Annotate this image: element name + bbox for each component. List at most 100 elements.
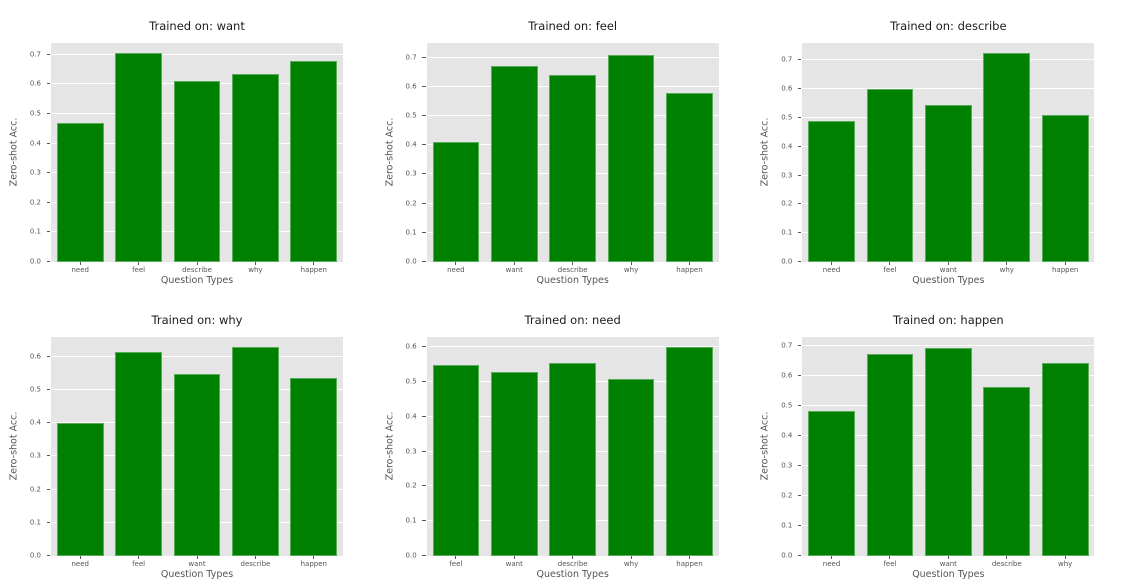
gridline <box>426 56 719 58</box>
x-tick-mark <box>1006 262 1008 265</box>
plot-area <box>51 337 343 556</box>
x-tick: why <box>226 262 284 274</box>
plot-area <box>426 43 719 262</box>
x-tick: why <box>602 262 660 274</box>
x-tick-mark <box>831 262 833 265</box>
y-tick-mark <box>422 56 426 58</box>
x-tick: happen <box>660 556 718 568</box>
bar-why <box>232 74 279 262</box>
x-tick: want <box>919 262 977 274</box>
y-tick-mark <box>797 465 802 466</box>
bar-slot <box>226 43 284 262</box>
bars-group <box>427 43 719 262</box>
y-tick-label: 0.7 <box>405 53 417 62</box>
x-tick-mark <box>196 262 198 265</box>
y-tick-label: 0.1 <box>781 521 793 530</box>
y-tick-label: 0.2 <box>405 481 417 490</box>
bar-want <box>490 371 538 556</box>
bar-slot <box>427 43 485 262</box>
x-tick: describe <box>168 262 226 274</box>
subplot-title: Trained on: describe <box>890 19 1007 33</box>
y-tick-label: 0.6 <box>405 82 417 91</box>
x-tick-mark <box>513 262 515 265</box>
x-tick: feel <box>427 556 485 568</box>
y-tick-mark <box>46 113 50 115</box>
x-tick-label: feel <box>132 560 146 568</box>
y-tick-label: 0.7 <box>781 341 793 350</box>
y-tick-mark <box>797 116 802 118</box>
x-tick-label: need <box>71 266 89 274</box>
y-tick-mark <box>46 521 50 523</box>
y-tick-label: 0.4 <box>781 431 793 440</box>
bar-why <box>607 54 655 262</box>
bar-slot <box>168 43 226 262</box>
x-tick-mark <box>688 262 690 265</box>
y-tick-label: 0.0 <box>781 551 793 560</box>
x-tick-label: feel <box>883 560 897 568</box>
bar-want <box>924 347 972 556</box>
bar-slot <box>1036 337 1094 556</box>
x-tick-label: feel <box>449 560 463 568</box>
y-tick-mark <box>422 381 426 383</box>
y-tick-label: 0.4 <box>29 418 41 427</box>
x-tick: happen <box>1036 262 1094 274</box>
x-tick-mark <box>1006 556 1008 559</box>
x-axis-ticks: feel want describe why happen <box>427 556 719 568</box>
y-tick-label: 0.3 <box>29 168 41 177</box>
bars-group <box>51 43 343 262</box>
bar-describe <box>232 346 279 556</box>
bar-slot <box>978 337 1036 556</box>
bar-feel <box>866 89 914 262</box>
bar-describe <box>549 75 597 262</box>
y-tick-label: 0.6 <box>29 79 41 88</box>
y-tick-mark <box>422 415 426 417</box>
x-tick-mark <box>1064 262 1066 265</box>
x-axis-ticks: need feel want describe happen <box>51 556 343 568</box>
gridline <box>426 346 719 348</box>
x-tick-mark <box>79 556 81 559</box>
y-tick-mark <box>46 355 50 357</box>
y-tick-label: 0.1 <box>405 228 417 237</box>
x-tick: feel <box>861 556 919 568</box>
bar-why <box>607 378 655 556</box>
subplot-trained-on-need: Trained on: need Zero-shot Acc. 0.0 0.1 0.2 0… <box>376 294 752 588</box>
y-tick-mark <box>422 485 426 487</box>
y-tick-mark <box>46 231 50 233</box>
x-tick: happen <box>285 262 343 274</box>
y-tick-label: 0.1 <box>29 227 41 236</box>
x-axis-label: Question Types <box>912 569 985 580</box>
y-tick-label: 0.0 <box>29 257 41 266</box>
gridline <box>802 345 1095 347</box>
x-tick-label: describe <box>991 560 1022 568</box>
gridline <box>51 53 343 55</box>
y-tick-label: 0.4 <box>29 139 41 148</box>
y-tick-label: 0.1 <box>405 516 417 525</box>
bar-happen <box>1041 115 1089 262</box>
y-tick-label: 0.2 <box>29 198 41 207</box>
x-tick: need <box>51 262 109 274</box>
x-tick: why <box>1036 556 1094 568</box>
y-tick-label: 0.0 <box>405 257 417 266</box>
y-tick-label: 0.0 <box>29 551 41 560</box>
y-axis-ticks: 0.0 0.1 0.2 0.3 0.4 0.5 0.6 0.7 <box>751 43 802 265</box>
y-tick-mark <box>797 232 802 234</box>
y-tick-label: 0.7 <box>781 55 793 64</box>
y-tick-mark <box>797 59 802 61</box>
x-tick-mark <box>455 262 457 265</box>
y-tick-mark <box>422 115 426 116</box>
bar-feel <box>432 364 480 556</box>
subplot-title: Trained on: happen <box>892 313 1004 327</box>
x-tick-mark <box>572 556 574 559</box>
y-axis-ticks: 0.0 0.1 0.2 0.3 0.4 0.5 0.6 0.7 <box>376 43 427 265</box>
y-tick-mark <box>797 435 802 436</box>
x-tick-label: happen <box>300 560 327 568</box>
y-tick-mark <box>797 88 802 90</box>
y-tick-mark <box>46 261 50 262</box>
x-tick: need <box>51 556 109 568</box>
y-tick-label: 0.5 <box>29 385 41 394</box>
y-tick-label: 0.6 <box>781 371 793 380</box>
bar-slot <box>427 337 485 556</box>
x-tick-label: want <box>505 560 523 568</box>
x-axis-ticks: need feel want why happen <box>802 262 1094 274</box>
x-tick-mark <box>947 556 949 559</box>
